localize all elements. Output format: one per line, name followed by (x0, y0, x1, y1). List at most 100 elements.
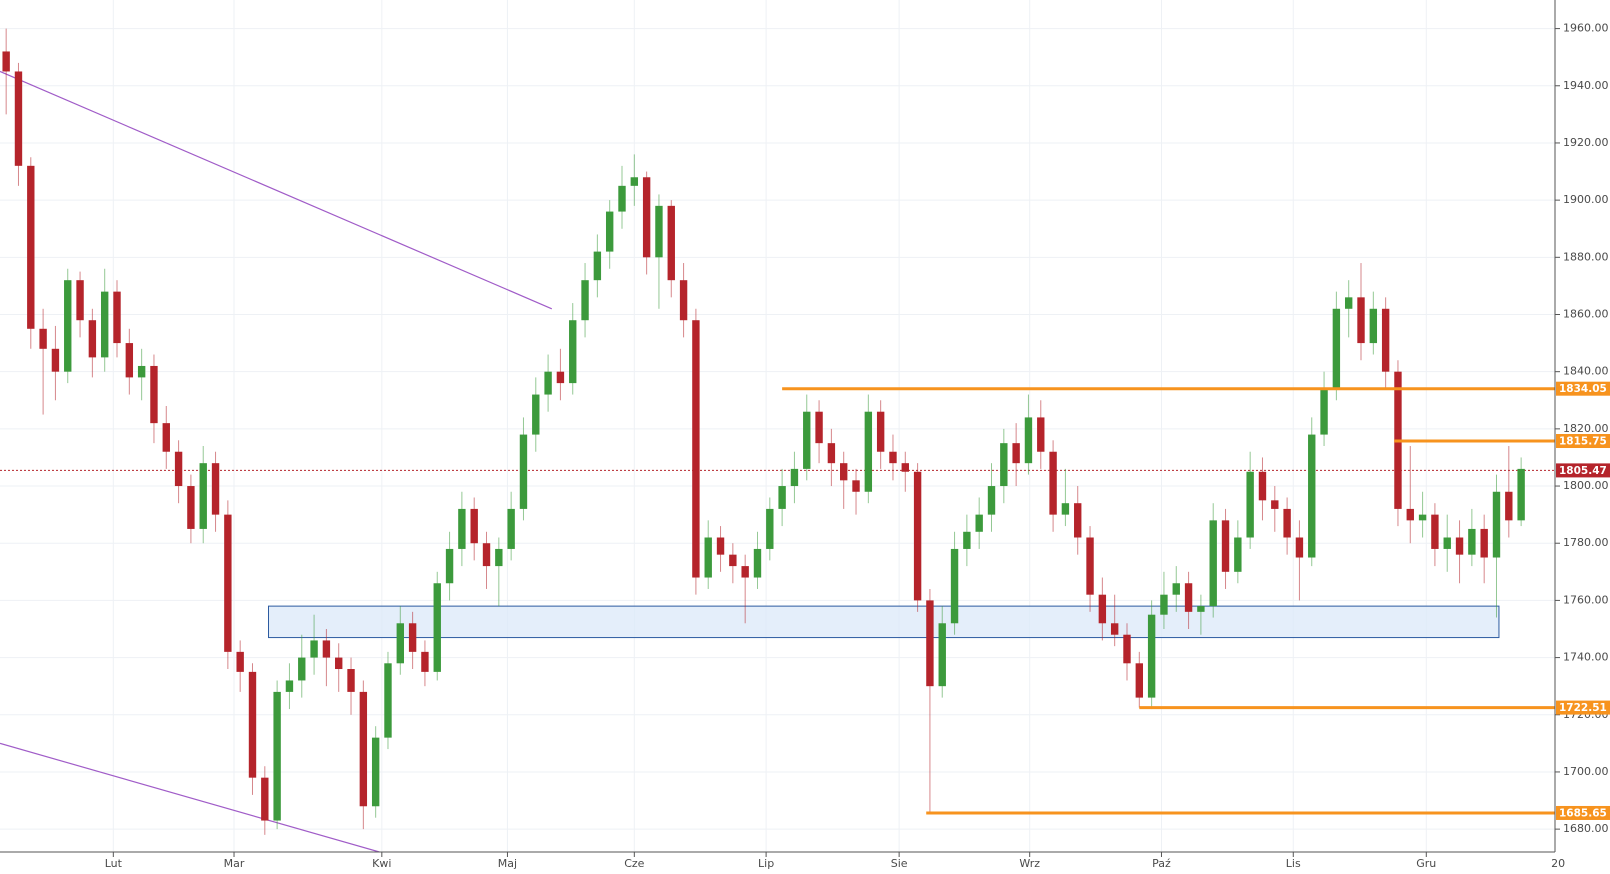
candle-body (938, 623, 946, 687)
candle-body (458, 508, 466, 549)
candle-body (298, 657, 306, 681)
y-tick-label: 1860.00 (1563, 307, 1609, 320)
candle-body (470, 508, 478, 544)
candle-body (630, 177, 639, 186)
candle-body (1000, 443, 1008, 487)
candle-body (1160, 594, 1168, 615)
y-tick-label: 1780.00 (1563, 536, 1609, 549)
candle-body (1184, 583, 1193, 612)
plot-area (0, 0, 1555, 852)
candle-body (1295, 537, 1304, 558)
trend-line (0, 742, 380, 852)
candle-body (1123, 634, 1131, 664)
last-price-tag (1556, 463, 1610, 478)
candle-body (667, 205, 675, 281)
y-tick-label: 1680.00 (1563, 822, 1609, 835)
candle-body (347, 669, 355, 692)
candle-body (150, 365, 158, 424)
candle-body (913, 471, 922, 601)
y-tick-label: 1880.00 (1563, 250, 1609, 263)
candle-body (569, 320, 577, 384)
candle-body (88, 320, 97, 358)
level-tag (1556, 434, 1610, 449)
y-tick-label: 1960.00 (1563, 22, 1609, 35)
candle-body (76, 280, 84, 321)
candle-body (1086, 537, 1094, 595)
candle-body (174, 451, 183, 487)
level-tag (1556, 381, 1610, 396)
candle-body (864, 411, 873, 492)
x-tick-label: Lip (758, 857, 774, 870)
x-tick-label: Maj (498, 857, 517, 870)
candle-body (1012, 443, 1020, 464)
candle-body (384, 663, 392, 738)
candle-body (1455, 537, 1464, 555)
candle-body (1344, 297, 1353, 309)
candle-body (322, 640, 331, 658)
candle-body (113, 291, 121, 344)
candle-body (1332, 308, 1341, 389)
candle-body (162, 423, 170, 452)
candle-body (261, 777, 269, 821)
candle-body (1037, 417, 1045, 452)
candle-body (519, 434, 528, 509)
candle-body (975, 514, 983, 532)
candle-body (14, 71, 23, 166)
candle-body (2, 51, 10, 72)
candle-body (137, 365, 146, 378)
trend-line (0, 70, 553, 310)
candle-body (1308, 434, 1316, 558)
candle-body (248, 671, 257, 778)
candle-body (224, 514, 232, 652)
level-label: 1834.05 (1559, 383, 1607, 395)
candle-body (655, 205, 663, 258)
candle-body (605, 211, 614, 252)
candle-body (778, 486, 786, 509)
candle-body (51, 348, 60, 372)
x-tick-label: Gru (1416, 857, 1436, 870)
candle-body (704, 537, 712, 578)
y-tick-label: 1840.00 (1563, 365, 1609, 378)
candle-body (963, 531, 971, 549)
candle-body (187, 486, 195, 529)
candle-body (1024, 417, 1033, 464)
candle-body (1320, 388, 1328, 435)
candle-body (532, 394, 540, 435)
candle-body (445, 548, 454, 584)
candle-body (495, 548, 503, 567)
x-tick-label: Wrz (1019, 857, 1040, 870)
candle-body (211, 463, 220, 515)
x-tick-label: Paź (1152, 857, 1171, 870)
candle-body (766, 508, 774, 549)
candle-body (716, 537, 725, 555)
candle-body (1135, 663, 1144, 698)
level-label: 1815.75 (1559, 436, 1607, 448)
x-tick-label: Lis (1286, 857, 1301, 870)
candle-body (285, 680, 294, 692)
candle-body (1369, 308, 1378, 344)
level-label: 1685.65 (1559, 807, 1607, 819)
candle-body (1049, 451, 1057, 515)
y-tick-label: 1800.00 (1563, 479, 1609, 492)
candle-body (1271, 500, 1279, 509)
candle-body (790, 468, 799, 487)
candle-body (1061, 503, 1070, 515)
candle-body (642, 177, 651, 258)
candle-body (926, 600, 934, 687)
candle-body (581, 280, 589, 321)
candle-body (1480, 528, 1488, 558)
candle-body (1246, 471, 1254, 538)
candle-body (371, 737, 380, 807)
candle-body (1406, 508, 1414, 521)
candle-body (64, 280, 72, 372)
candle-body (618, 185, 626, 212)
candle-body (1110, 623, 1119, 635)
candle-body (741, 566, 749, 578)
x-tick-label: Sie (891, 857, 908, 870)
candle-body (1172, 583, 1180, 595)
candle-body (1234, 537, 1242, 572)
candle-body (1468, 528, 1476, 555)
candle-body (39, 328, 47, 349)
